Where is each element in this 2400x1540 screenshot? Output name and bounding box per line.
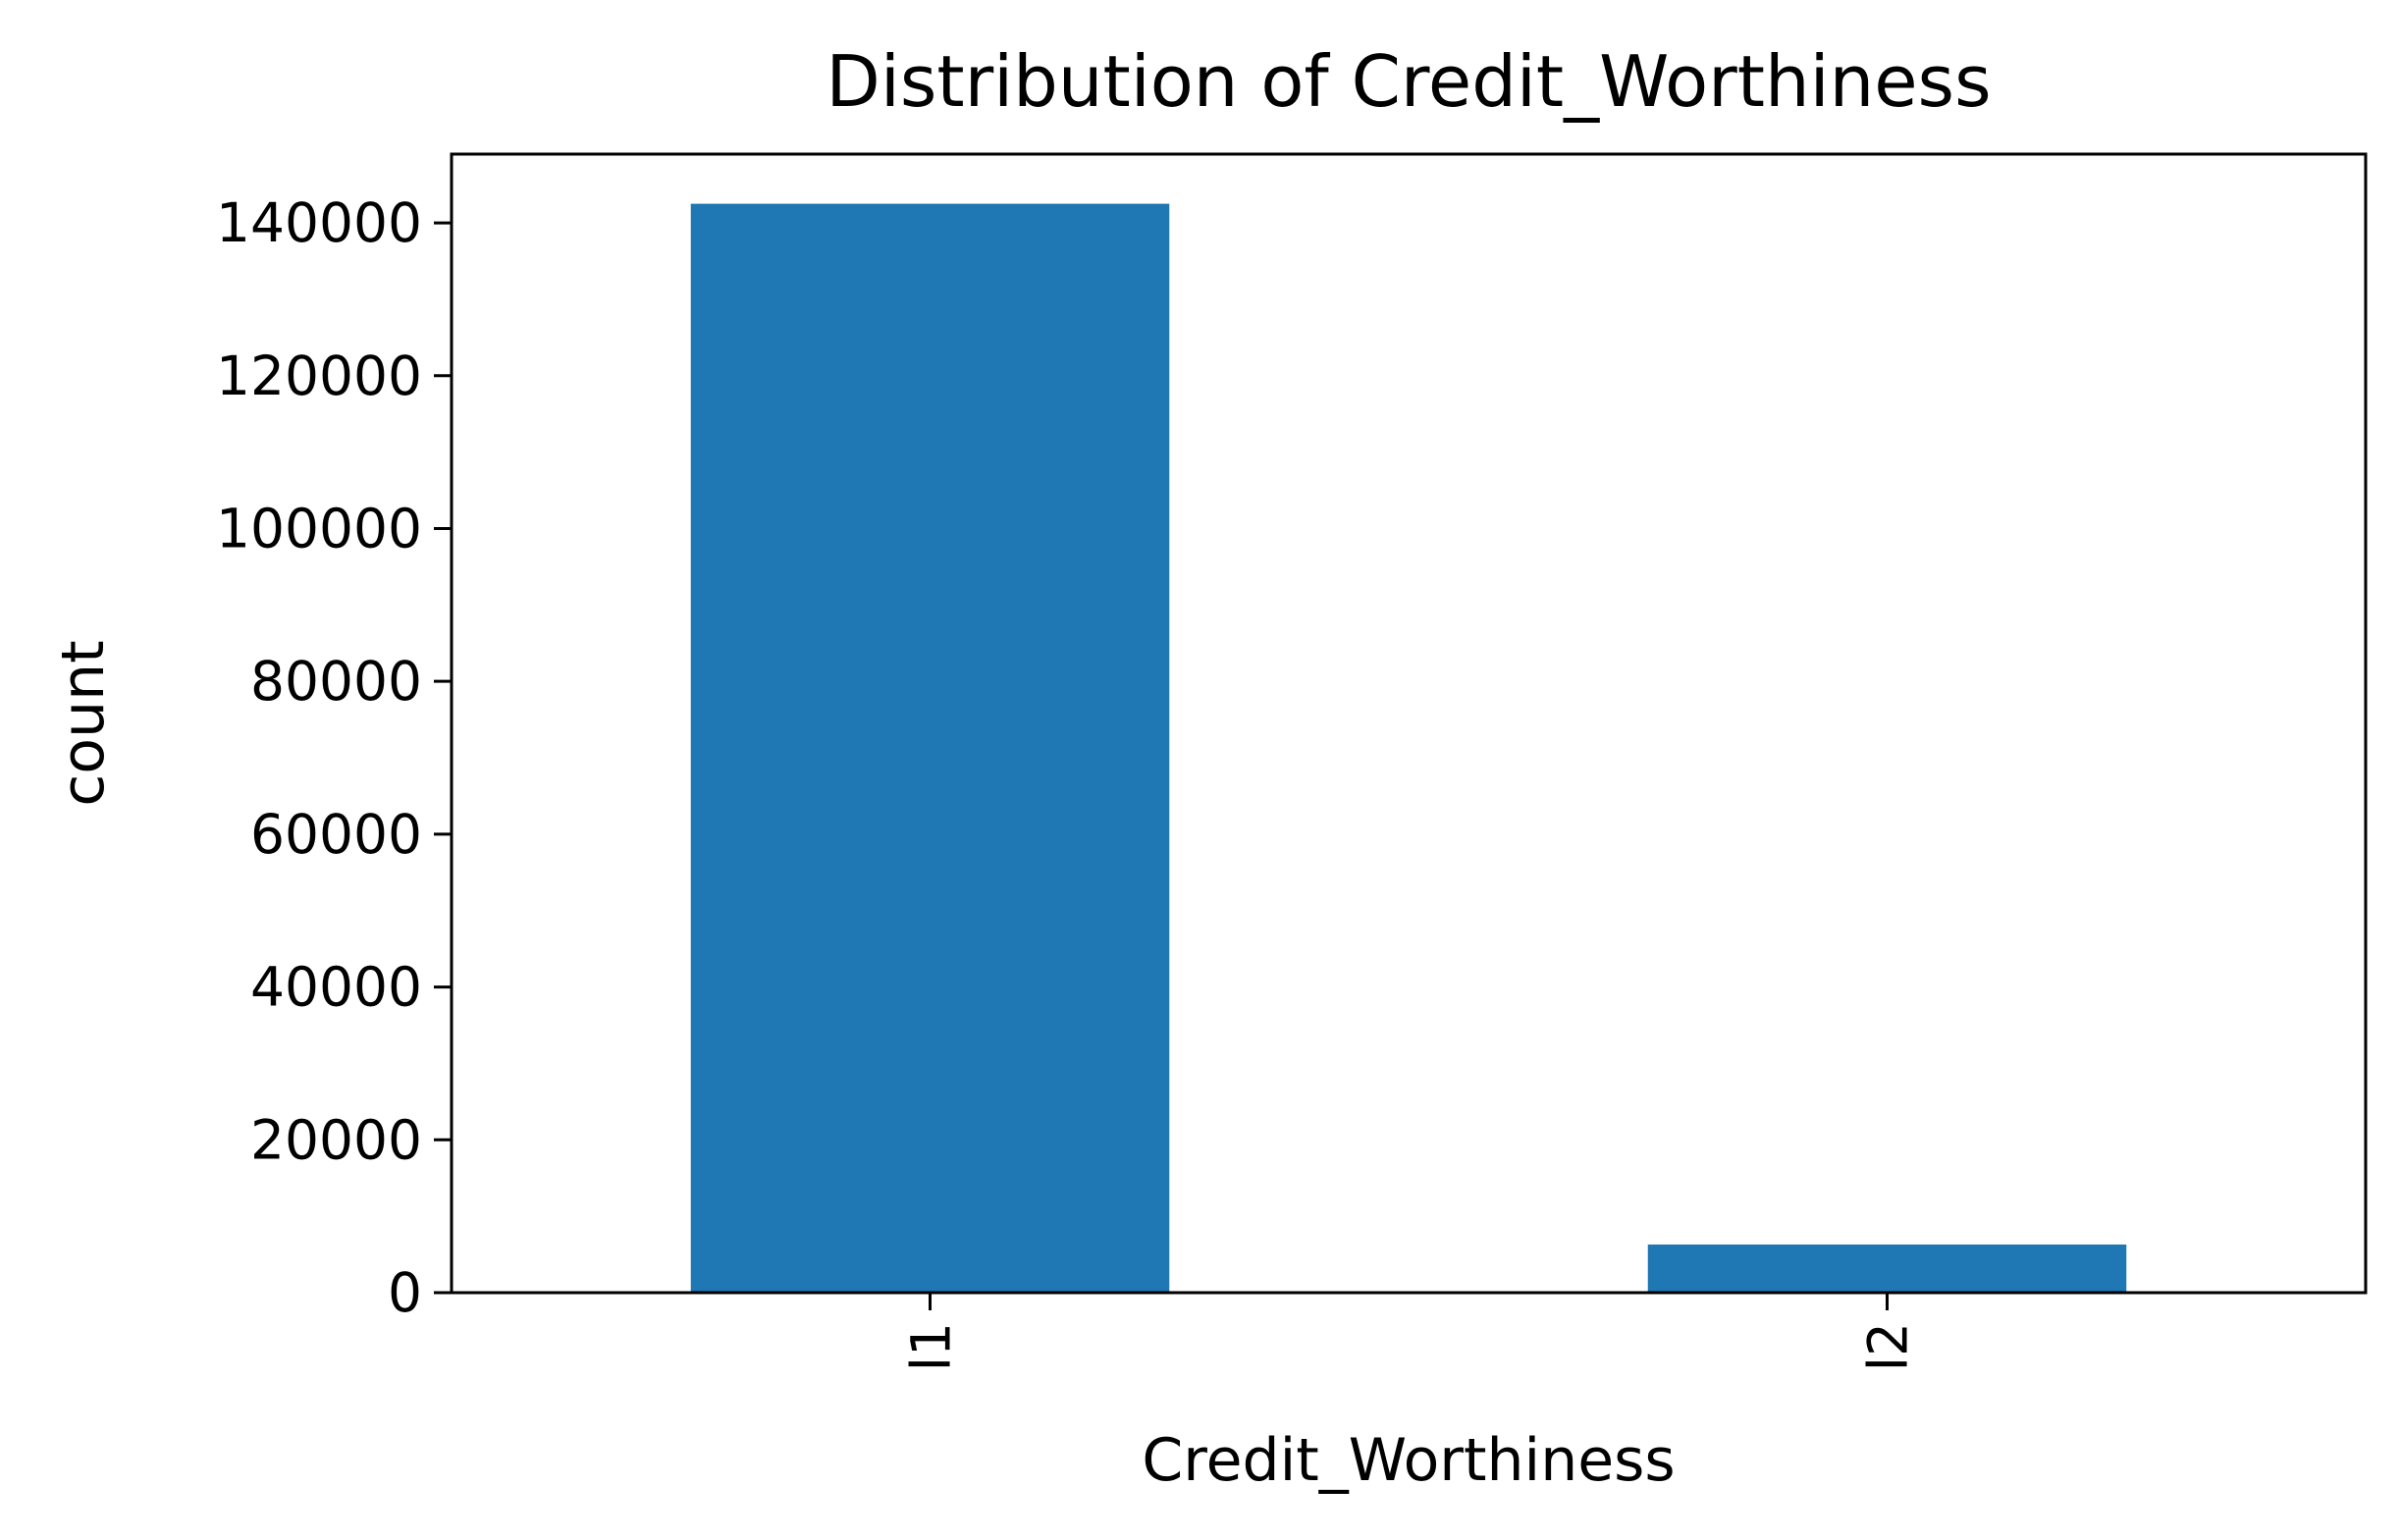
y-tick-label: 100000	[216, 497, 422, 559]
y-tick-label: 60000	[250, 803, 422, 866]
plot-area-frame	[450, 152, 2368, 1295]
y-tick-label: 40000	[250, 956, 422, 1019]
y-tick-label: 140000	[216, 191, 422, 254]
y-tick-label: 80000	[250, 650, 422, 713]
bar-l1	[690, 203, 1170, 1294]
y-axis-label: count	[49, 640, 118, 806]
bar-l2	[1647, 1244, 2127, 1293]
x-tick-label: l2	[1857, 1322, 1920, 1371]
y-tick-label: 20000	[250, 1108, 422, 1171]
chart-title: Distribution of Credit_Worthiness	[826, 40, 1991, 123]
bars-layer	[690, 203, 2127, 1294]
y-tick-label: 0	[388, 1261, 422, 1324]
y-tick-label: 120000	[216, 345, 422, 407]
x-axis-ticks: l1 l2	[900, 1293, 1920, 1371]
x-tick-label: l1	[900, 1322, 963, 1371]
x-axis-label: Credit_Worthiness	[1142, 1426, 1675, 1495]
y-axis-ticks: 0 20000 40000 60000 80000 100000 120000 140000	[216, 191, 452, 1324]
